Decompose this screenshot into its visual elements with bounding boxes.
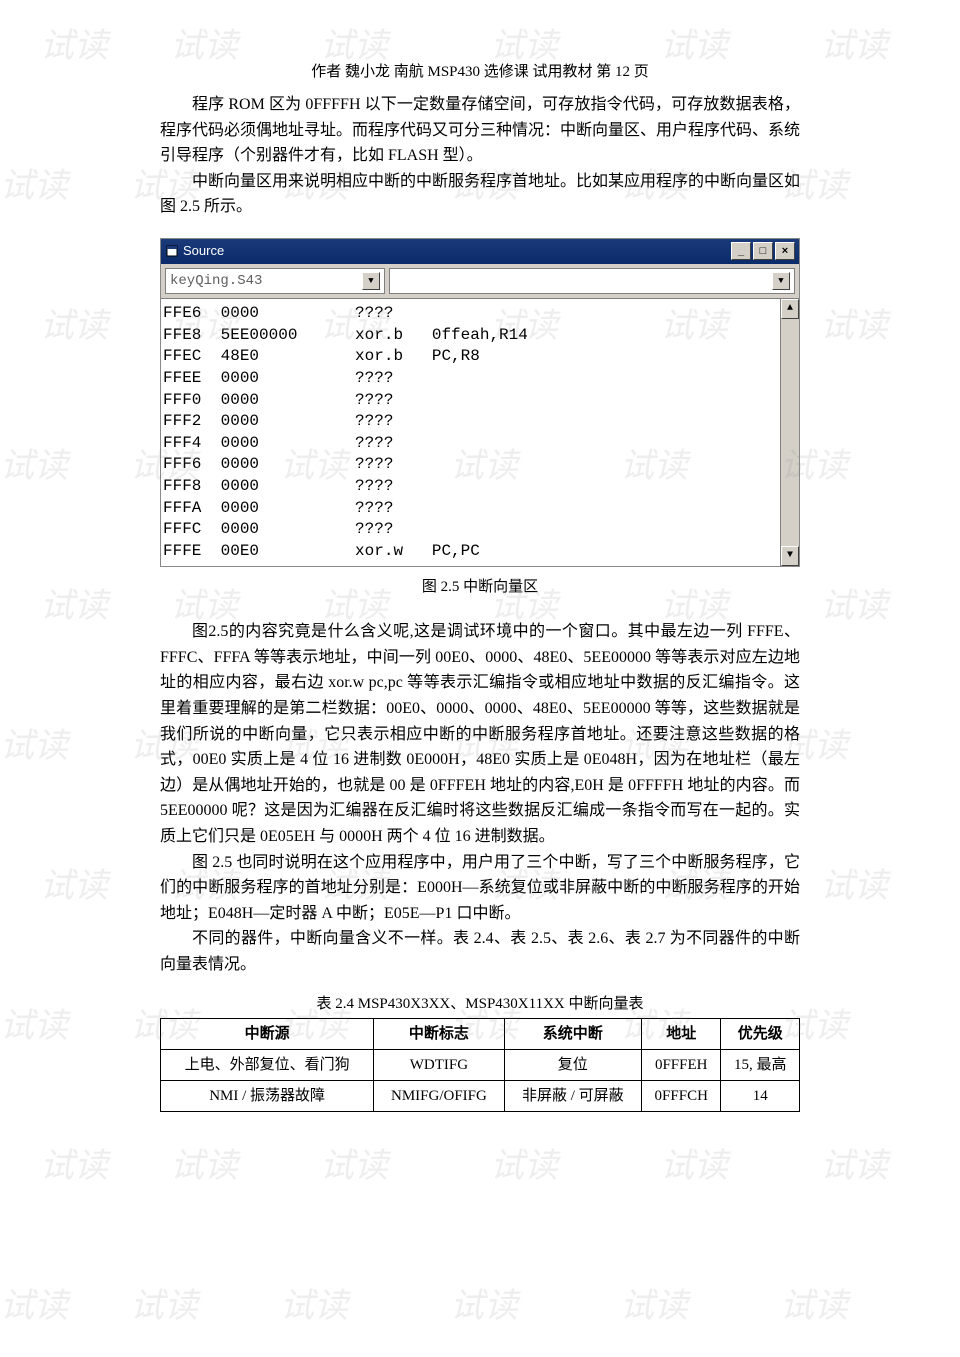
table-cell: NMI / 振荡器故障 [161, 1080, 374, 1111]
table-header: 系统中断 [504, 1018, 641, 1049]
chevron-down-icon[interactable]: ▼ [772, 272, 790, 290]
code-line: FFFE 00E0 xor.w PC,PC [163, 541, 778, 563]
table-header: 中断标志 [374, 1018, 504, 1049]
paragraph-2: 中断向量区用来说明相应中断的中断服务程序首地址。比如某应用程序的中断向量区如图 … [160, 169, 800, 220]
function-dropdown[interactable]: ▼ [389, 268, 795, 294]
code-line: FFF4 0000 ???? [163, 433, 778, 455]
code-line: FFF8 0000 ???? [163, 476, 778, 498]
table-cell: 非屏蔽 / 可屏蔽 [504, 1080, 641, 1111]
table-header: 地址 [641, 1018, 721, 1049]
code-line: FFFA 0000 ???? [163, 498, 778, 520]
table-row: NMI / 振荡器故障NMIFG/OFIFG非屏蔽 / 可屏蔽0FFFCH14 [161, 1080, 800, 1111]
figure-caption: 图 2.5 中断向量区 [160, 575, 800, 599]
table-cell: 复位 [504, 1049, 641, 1080]
close-button[interactable]: × [775, 242, 795, 260]
minimize-button[interactable]: _ [731, 242, 751, 260]
code-line: FFE6 0000 ???? [163, 303, 778, 325]
table-cell: 上电、外部复位、看门狗 [161, 1049, 374, 1080]
paragraph-3: 图2.5的内容究竟是什么含义呢,这是调试环境中的一个窗口。其中最左边一列 FFF… [160, 619, 800, 849]
paragraph-4: 图 2.5 也同时说明在这个应用程序中，用户用了三个中断，写了三个中断服务程序，… [160, 850, 800, 927]
chevron-down-icon[interactable]: ▼ [362, 272, 380, 290]
file-dropdown-value: keyQing.S43 [170, 270, 262, 292]
code-line: FFF2 0000 ???? [163, 411, 778, 433]
table-caption: 表 2.4 MSP430X3XX、MSP430X11XX 中断向量表 [160, 992, 800, 1016]
disassembly-listing: FFE6 0000 ???? FFE8 5EE00000 xor.b 0ffea… [161, 299, 780, 566]
window-icon [165, 244, 179, 258]
scroll-down-button[interactable]: ▼ [781, 546, 799, 566]
code-line: FFEC 48E0 xor.b PC,R8 [163, 346, 778, 368]
interrupt-vector-table: 中断源中断标志系统中断地址优先级 上电、外部复位、看门狗WDTIFG复位0FFF… [160, 1018, 800, 1112]
table-cell: 0FFFEH [641, 1049, 721, 1080]
table-cell: 15, 最高 [721, 1049, 800, 1080]
table-header: 中断源 [161, 1018, 374, 1049]
scroll-up-button[interactable]: ▲ [781, 299, 799, 319]
table-header: 优先级 [721, 1018, 800, 1049]
code-area: FFE6 0000 ???? FFE8 5EE00000 xor.b 0ffea… [161, 299, 799, 566]
table-cell: 14 [721, 1080, 800, 1111]
file-dropdown[interactable]: keyQing.S43 ▼ [165, 268, 385, 294]
table-cell: WDTIFG [374, 1049, 504, 1080]
titlebar[interactable]: Source _ □ × [161, 239, 799, 264]
paragraph-1: 程序 ROM 区为 0FFFFH 以下一定数量存储空间，可存放指令代码，可存放数… [160, 92, 800, 169]
dropdown-row: keyQing.S43 ▼ ▼ [161, 264, 799, 299]
page-header: 作者 魏小龙 南航 MSP430 选修课 试用教材 第 12 页 [160, 60, 800, 84]
maximize-button[interactable]: □ [753, 242, 773, 260]
code-line: FFEE 0000 ???? [163, 368, 778, 390]
table-row: 上电、外部复位、看门狗WDTIFG复位0FFFEH15, 最高 [161, 1049, 800, 1080]
titlebar-title: Source [183, 241, 731, 262]
code-line: FFE8 5EE00000 xor.b 0ffeah,R14 [163, 325, 778, 347]
code-line: FFFC 0000 ???? [163, 519, 778, 541]
scrollbar[interactable]: ▲ ▼ [780, 299, 799, 566]
table-cell: 0FFFCH [641, 1080, 721, 1111]
source-window: Source _ □ × keyQing.S43 ▼ ▼ FFE6 0000 ?… [160, 238, 800, 567]
code-line: FFF6 0000 ???? [163, 454, 778, 476]
table-cell: NMIFG/OFIFG [374, 1080, 504, 1111]
paragraph-5: 不同的器件，中断向量含义不一样。表 2.4、表 2.5、表 2.6、表 2.7 … [160, 926, 800, 977]
code-line: FFF0 0000 ???? [163, 390, 778, 412]
